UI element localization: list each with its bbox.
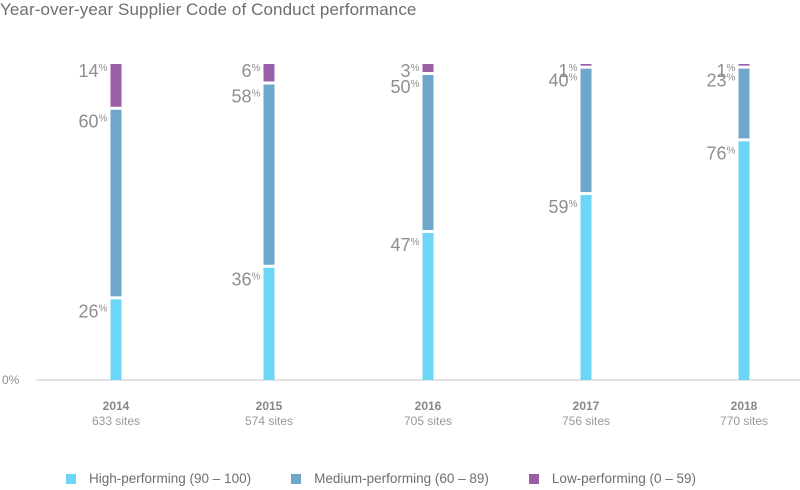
- data-label-suffix-medium-2017: %: [569, 73, 578, 84]
- legend-label-high: High-performing (90 – 100): [89, 471, 252, 486]
- x-sublabel-2014: 633 sites: [92, 414, 140, 428]
- legend-item-medium: Medium-performing (60 – 89): [291, 471, 489, 486]
- data-label-low-2014: 14: [78, 61, 98, 81]
- bar-segment-high-2016: [422, 232, 434, 380]
- data-label-suffix-high-2016: %: [411, 237, 420, 248]
- data-label-suffix-medium-2018: %: [727, 73, 736, 84]
- bar-segment-medium-2016: [422, 74, 434, 230]
- data-label-suffix-low-2015: %: [252, 63, 261, 74]
- data-label-medium-2016: 50: [390, 77, 410, 97]
- data-label-suffix-medium-2015: %: [252, 88, 261, 99]
- legend-label-medium: Medium-performing (60 – 89): [314, 471, 489, 486]
- bar-segment-low-2018: [738, 64, 750, 66]
- bar-segment-low-2016: [422, 64, 434, 72]
- legend-swatch-low: [528, 473, 539, 484]
- bar-segment-high-2017: [580, 195, 592, 380]
- x-tick-label-2017: 2017: [573, 399, 600, 413]
- legend-item-high: High-performing (90 – 100): [66, 471, 251, 486]
- data-label-high-2014: 26: [78, 301, 98, 321]
- legend-label-low: Low-performing (0 – 59): [551, 471, 696, 486]
- x-tick-label-2014: 2014: [103, 399, 130, 413]
- data-label-suffix-low-2017: %: [569, 63, 578, 74]
- bar-segment-medium-2015: [263, 84, 275, 265]
- x-sublabel-2018: 770 sites: [720, 414, 768, 428]
- data-label-medium-2018: 23: [706, 71, 726, 91]
- bar-segment-high-2014: [110, 299, 122, 380]
- data-label-low-2015: 6: [241, 61, 251, 81]
- data-label-high-2017: 59: [548, 197, 568, 217]
- x-tick-label-2018: 2018: [731, 399, 758, 413]
- data-label-suffix-high-2014: %: [99, 303, 108, 314]
- data-label-high-2016: 47: [390, 235, 410, 255]
- x-sublabel-2017: 756 sites: [562, 414, 610, 428]
- legend-swatch-medium: [291, 473, 302, 484]
- data-label-medium-2015: 58: [231, 86, 251, 106]
- data-label-suffix-low-2018: %: [727, 63, 736, 74]
- data-label-medium-2014: 60: [78, 112, 98, 132]
- bar-segment-medium-2018: [738, 68, 750, 139]
- bar-segment-low-2015: [263, 64, 275, 82]
- bar-segment-low-2014: [110, 64, 122, 107]
- data-label-low-2018: 1: [716, 61, 726, 81]
- bar-segment-medium-2017: [580, 68, 592, 193]
- bar-segment-medium-2014: [110, 109, 122, 297]
- data-label-low-2016: 3: [400, 61, 410, 81]
- x-sublabel-2015: 574 sites: [245, 414, 293, 428]
- data-label-medium-2017: 40: [548, 71, 568, 91]
- data-label-suffix-high-2017: %: [569, 199, 578, 210]
- bar-segment-high-2018: [738, 141, 750, 380]
- x-tick-label-2015: 2015: [256, 399, 283, 413]
- legend-item-low: Low-performing (0 – 59): [528, 471, 696, 486]
- bar-segment-low-2017: [580, 64, 592, 66]
- data-label-low-2017: 1: [558, 61, 568, 81]
- x-tick-label-2016: 2016: [415, 399, 442, 413]
- legend: High-performing (90 – 100) Medium-perfor…: [66, 471, 736, 486]
- data-label-high-2015: 36: [231, 270, 251, 290]
- data-label-suffix-high-2018: %: [727, 145, 736, 156]
- y-tick-label: 0%: [2, 373, 20, 387]
- data-label-suffix-medium-2016: %: [411, 79, 420, 90]
- data-label-suffix-low-2016: %: [411, 63, 420, 74]
- data-label-suffix-low-2014: %: [99, 63, 108, 74]
- chart-title: Year-over-year Supplier Code of Conduct …: [0, 0, 417, 19]
- data-label-suffix-high-2015: %: [252, 272, 261, 283]
- data-label-high-2018: 76: [706, 143, 726, 163]
- bar-segment-high-2015: [263, 267, 275, 380]
- x-sublabel-2016: 705 sites: [404, 414, 452, 428]
- data-label-suffix-medium-2014: %: [99, 114, 108, 125]
- legend-swatch-high: [66, 473, 76, 484]
